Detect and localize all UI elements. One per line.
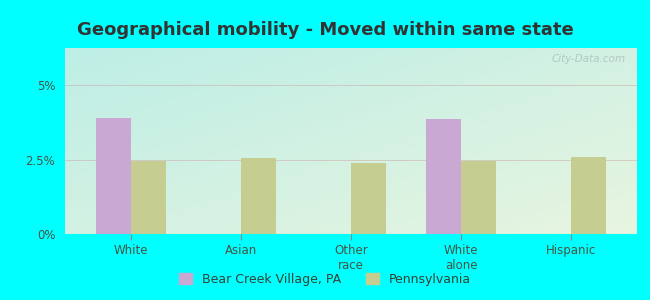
Legend: Bear Creek Village, PA, Pennsylvania: Bear Creek Village, PA, Pennsylvania [174,268,476,291]
Bar [571,157,606,234]
Bar [241,158,276,234]
Text: City-Data.com: City-Data.com [551,54,625,64]
Bar [131,161,166,234]
Bar [461,161,496,234]
Bar [426,119,461,234]
Text: Geographical mobility - Moved within same state: Geographical mobility - Moved within sam… [77,21,573,39]
Bar [351,163,386,234]
Bar [96,118,131,234]
